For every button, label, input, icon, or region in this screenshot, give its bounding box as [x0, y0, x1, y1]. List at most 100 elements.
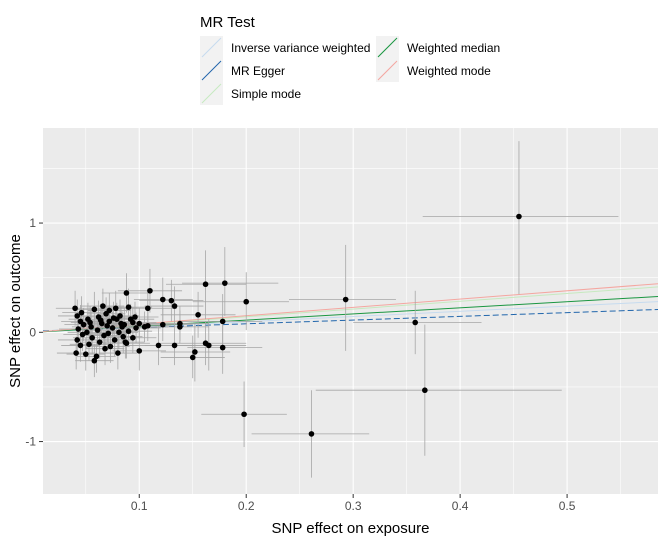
y-tick-label: 1	[29, 216, 36, 230]
data-point	[136, 348, 143, 354]
data-point	[125, 304, 132, 310]
data-point	[84, 329, 90, 336]
data-point	[91, 306, 98, 313]
data-point	[74, 313, 81, 319]
data-point	[121, 321, 128, 328]
axis-ticks: 0.1 0.2 0.3 0.4 0.5 -1 0 1	[25, 216, 575, 513]
data-point	[104, 322, 110, 329]
data-point	[133, 325, 139, 331]
data-point	[412, 319, 419, 326]
data-point	[195, 312, 201, 318]
data-point	[101, 332, 107, 339]
data-points	[72, 213, 522, 437]
data-point	[155, 342, 162, 349]
data-point	[97, 317, 104, 324]
legend-label: Inverse variance weighted	[231, 41, 370, 55]
data-point	[120, 333, 127, 340]
data-point	[91, 357, 98, 364]
data-point	[202, 340, 209, 347]
data-point	[222, 280, 228, 286]
data-point	[202, 281, 209, 288]
data-point	[77, 342, 84, 349]
data-point	[219, 318, 226, 325]
legend-label: MR Egger	[231, 64, 285, 78]
data-point	[107, 343, 114, 350]
x-tick-label: 0.2	[238, 499, 255, 513]
legend-key-line	[201, 83, 222, 104]
data-point	[94, 327, 101, 333]
data-point	[88, 324, 94, 330]
data-point	[130, 334, 136, 341]
data-point	[127, 316, 134, 322]
data-point	[159, 321, 166, 328]
legend-item: Simple mode	[200, 82, 301, 105]
data-point	[171, 303, 178, 309]
data-point	[100, 303, 106, 309]
data-point	[110, 315, 117, 321]
data-point	[105, 330, 112, 337]
legend-label: Simple mode	[231, 87, 301, 101]
data-point	[93, 353, 100, 360]
data-point	[422, 387, 428, 394]
data-point	[219, 344, 226, 351]
x-tick-label: 0.3	[345, 499, 362, 513]
data-point	[243, 298, 250, 305]
data-point	[109, 325, 116, 331]
data-point	[159, 296, 166, 303]
legend-item: Weighted median	[376, 36, 500, 59]
data-point	[111, 337, 118, 343]
data-point	[80, 321, 87, 328]
x-tick-label: 0.5	[559, 499, 576, 513]
data-point	[147, 287, 153, 294]
data-point	[241, 411, 247, 418]
legend-key-line	[377, 37, 398, 58]
y-tick-label: 0	[29, 325, 36, 339]
x-tick-label: 0.4	[452, 499, 469, 513]
data-point	[106, 318, 113, 325]
data-point	[86, 341, 92, 348]
data-point	[168, 297, 175, 304]
legend-title: MR Test	[200, 14, 256, 31]
legend-label: Weighted mode	[407, 64, 491, 78]
legend-item: Weighted mode	[376, 59, 491, 82]
data-point	[72, 305, 78, 312]
data-point	[73, 350, 79, 356]
legend-label: Weighted median	[407, 41, 500, 55]
data-point	[102, 345, 108, 352]
data-point	[116, 329, 122, 336]
x-tick-label: 0.1	[131, 499, 148, 513]
data-point	[103, 310, 109, 317]
data-point	[82, 351, 89, 357]
legend-key-line	[201, 60, 222, 81]
data-point	[78, 309, 85, 316]
data-point	[115, 350, 121, 356]
data-point	[87, 319, 93, 326]
data-point	[192, 349, 198, 355]
data-point	[171, 342, 178, 349]
data-point	[125, 328, 132, 335]
data-point	[308, 431, 315, 437]
data-point	[79, 331, 86, 338]
legend-item: MR Egger	[200, 59, 285, 82]
data-point	[177, 324, 183, 330]
data-point	[516, 213, 522, 220]
data-point	[74, 337, 81, 343]
fit-line-simple-mode	[42, 286, 659, 333]
data-point	[136, 320, 143, 327]
y-axis-title: SNP effect on outcome	[7, 234, 24, 388]
data-point	[123, 290, 130, 296]
data-point	[132, 314, 138, 320]
x-axis-title: SNP effect on exposure	[272, 520, 430, 537]
data-point	[145, 305, 151, 312]
legend-key-line	[377, 60, 398, 81]
legend-key-line	[201, 37, 222, 58]
data-point	[189, 354, 196, 361]
data-point	[89, 334, 95, 341]
data-point	[75, 326, 82, 332]
data-point	[342, 296, 349, 303]
y-tick-label: -1	[25, 435, 36, 449]
data-point	[112, 305, 119, 312]
data-point	[122, 339, 129, 345]
data-point	[96, 339, 103, 345]
